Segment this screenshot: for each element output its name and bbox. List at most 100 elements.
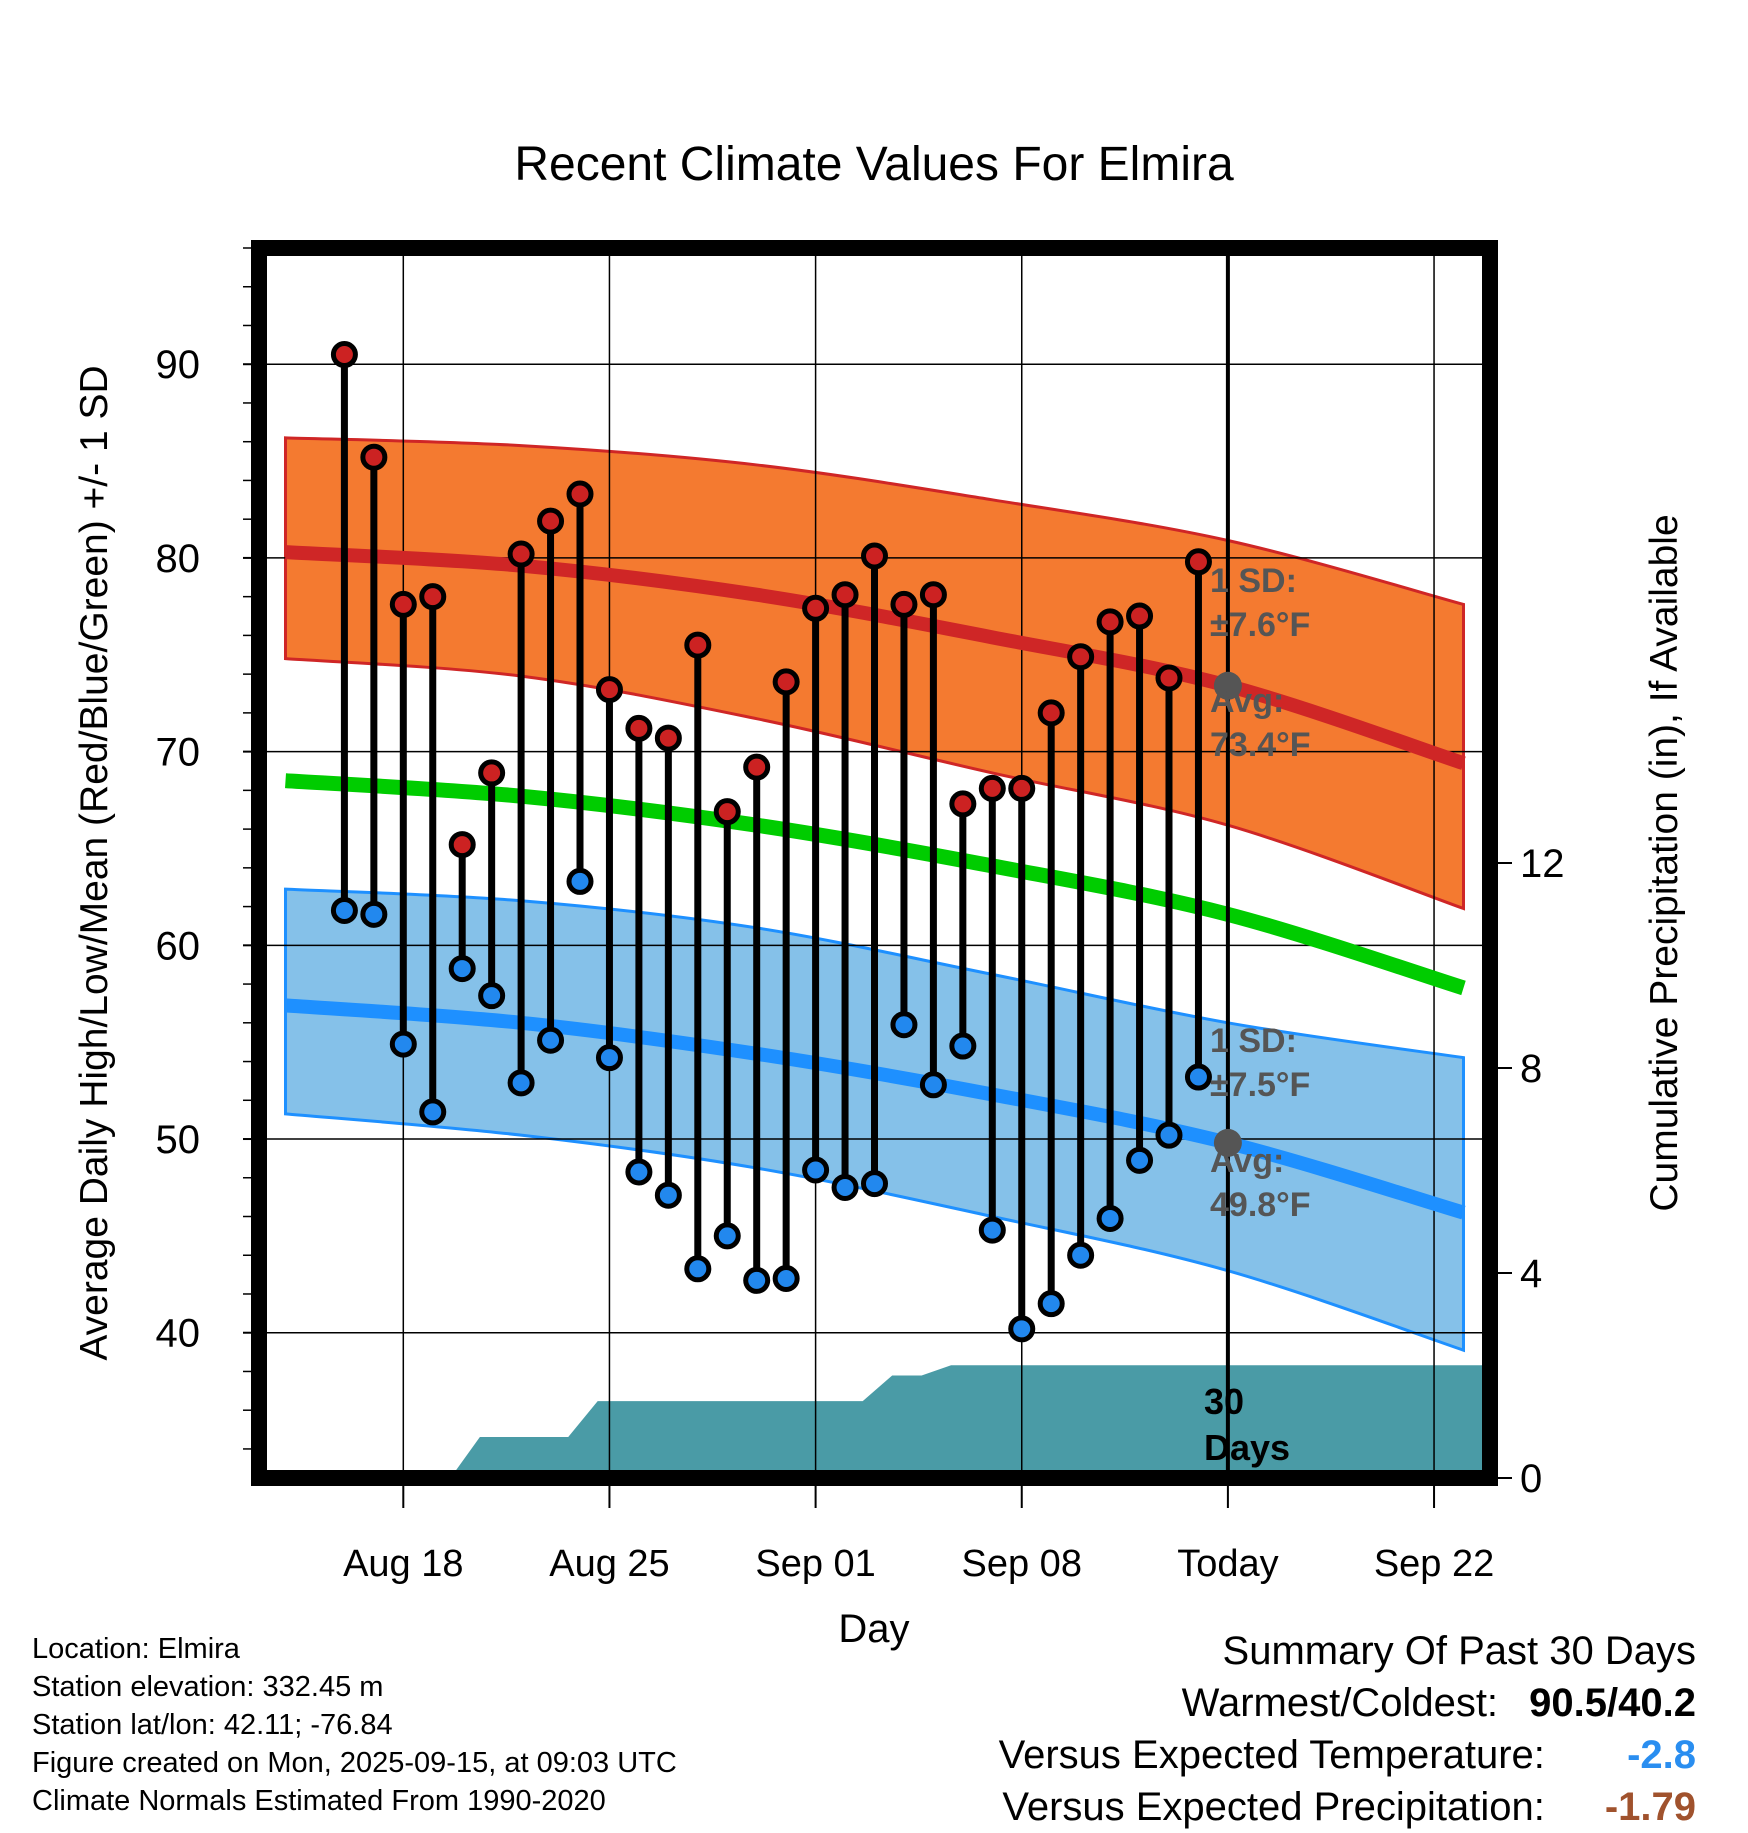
daily-high-point [772,668,800,696]
today-low-marker [1213,1128,1242,1157]
daily-high-point [919,581,947,609]
warmest-coldest-label: Warmest/Coldest: [1181,1681,1499,1725]
daily-low-point [861,1170,888,1198]
chart-title: Recent Climate Values For Elmira [514,138,1234,191]
daily-low-point [949,1032,977,1060]
daily-low-point [743,1266,771,1294]
daily-high-point [743,753,771,781]
daily-low-point [772,1264,800,1292]
daily-high-point [625,714,653,742]
days-count-label: 30 [1204,1381,1244,1422]
daily-low-point [1184,1063,1212,1091]
daily-low-point [1096,1204,1124,1232]
daily-high-point [1184,548,1212,576]
temp-departure-row: Versus Expected Temperature: -2.8 [999,1729,1696,1781]
x-tick-label: Today [1177,1543,1278,1585]
daily-low-point [389,1030,417,1058]
y-tick-label-left: 60 [156,924,201,968]
daily-high-point [713,798,741,826]
x-tick-label: Sep 01 [755,1543,875,1585]
precip-departure-value: -1.79 [1604,1785,1696,1829]
daily-low-point [802,1156,830,1184]
precip-area [259,1365,1490,1478]
y-tick-label-right: 8 [1520,1047,1542,1091]
x-tick-label: Aug 25 [549,1543,669,1585]
daily-high-point [595,676,623,704]
summary-title: Summary Of Past 30 Days [1222,1629,1696,1673]
temp-departure-label: Versus Expected Temperature: [998,1733,1545,1777]
y-tick-label-left: 40 [156,1312,201,1356]
daily-low-point [595,1044,623,1072]
latlon-text: Station lat/lon: 42.11; -76.84 [32,1709,393,1741]
high-sd-value: ±7.6°F [1210,606,1310,644]
daily-high-point [684,631,712,659]
temp-departure-value: -2.8 [1627,1733,1696,1777]
y-tick-label-right: 12 [1520,842,1565,886]
daily-low-point [1037,1290,1065,1318]
daily-low-point [478,982,506,1010]
daily-low-point [1155,1121,1183,1149]
daily-low-point [1008,1315,1036,1343]
low-sd-label: 1 SD: [1210,1022,1297,1060]
daily-high-point [1008,774,1036,802]
low-sd-value: ±7.5°F [1210,1066,1310,1104]
daily-low-point [1126,1146,1154,1174]
warmest-coldest-value: 90.5/40.2 [1529,1681,1696,1725]
today-high-marker [1213,671,1242,700]
daily-high-point [978,774,1006,802]
y-tick-label-left: 80 [156,537,201,581]
daily-high-point [1155,664,1183,692]
high-avg-value: 73.4°F [1210,726,1311,764]
precip-departure-row: Versus Expected Precipitation: -1.79 [999,1781,1696,1833]
y-axis-label-right: Cumulative Precipitation (in), If Availa… [1643,514,1686,1211]
daily-low-point [330,896,358,924]
daily-low-point [507,1069,535,1097]
y-tick-label-right: 0 [1520,1457,1542,1501]
low-avg-label: Avg: [1210,1142,1284,1180]
y-axis-label-left: Average Daily High/Low/Mean (Red/Blue/Gr… [73,365,116,1360]
precip-departure-label: Versus Expected Precipitation: [1002,1785,1545,1829]
created-text: Figure created on Mon, 2025-09-15, at 09… [32,1747,677,1779]
daily-high-point [1067,643,1095,671]
daily-low-point [537,1026,565,1054]
daily-low-point [419,1098,447,1126]
y-tick-label-left: 90 [156,343,201,387]
axes: Aug 18 Aug 25 Sep 01 Sep 08 Today Sep 2240506… [156,247,1565,1585]
summary-panel: Summary Of Past 30 Days Warmest/Coldest:… [999,1625,1696,1833]
daily-high-point [802,594,830,622]
daily-low-point [713,1222,741,1250]
daily-high-point [831,581,859,609]
plot-frame [251,240,1498,1486]
low-avg-value: 49.8°F [1210,1186,1311,1224]
days-word-label: Days [1204,1427,1290,1468]
x-tick-label: Sep 08 [962,1543,1082,1585]
daily-high-point [537,507,565,535]
high-avg-label: Avg: [1210,682,1284,720]
daily-high-point [949,790,977,818]
location-text: Location: Elmira [32,1633,240,1665]
y-tick-label-right: 4 [1520,1252,1542,1296]
daily-low-point [448,955,476,983]
normals-text: Climate Normals Estimated From 1990-2020 [32,1785,606,1817]
daily-high-point [1096,608,1124,636]
daily-high-point [861,542,888,570]
elevation-text: Station elevation: 332.45 m [32,1671,384,1703]
daily-high-point [389,590,417,618]
x-axis-label: Day [838,1607,909,1651]
y-tick-label-left: 50 [156,1118,201,1162]
daily-high-point [330,341,358,369]
daily-low-point [625,1158,653,1186]
warmest-coldest-row: Warmest/Coldest: 90.5/40.2 [999,1677,1696,1729]
daily-high-point [360,443,388,471]
y-tick-label-left: 70 [156,731,201,775]
daily-high-point [1126,602,1154,630]
daily-low-point [566,867,594,895]
daily-high-point [654,724,682,752]
daily-bars [330,341,1212,1343]
daily-high-point [890,590,918,618]
daily-low-point [654,1181,682,1209]
daily-high-point [448,831,476,859]
daily-low-point [831,1173,859,1201]
daily-low-point [890,1011,918,1039]
